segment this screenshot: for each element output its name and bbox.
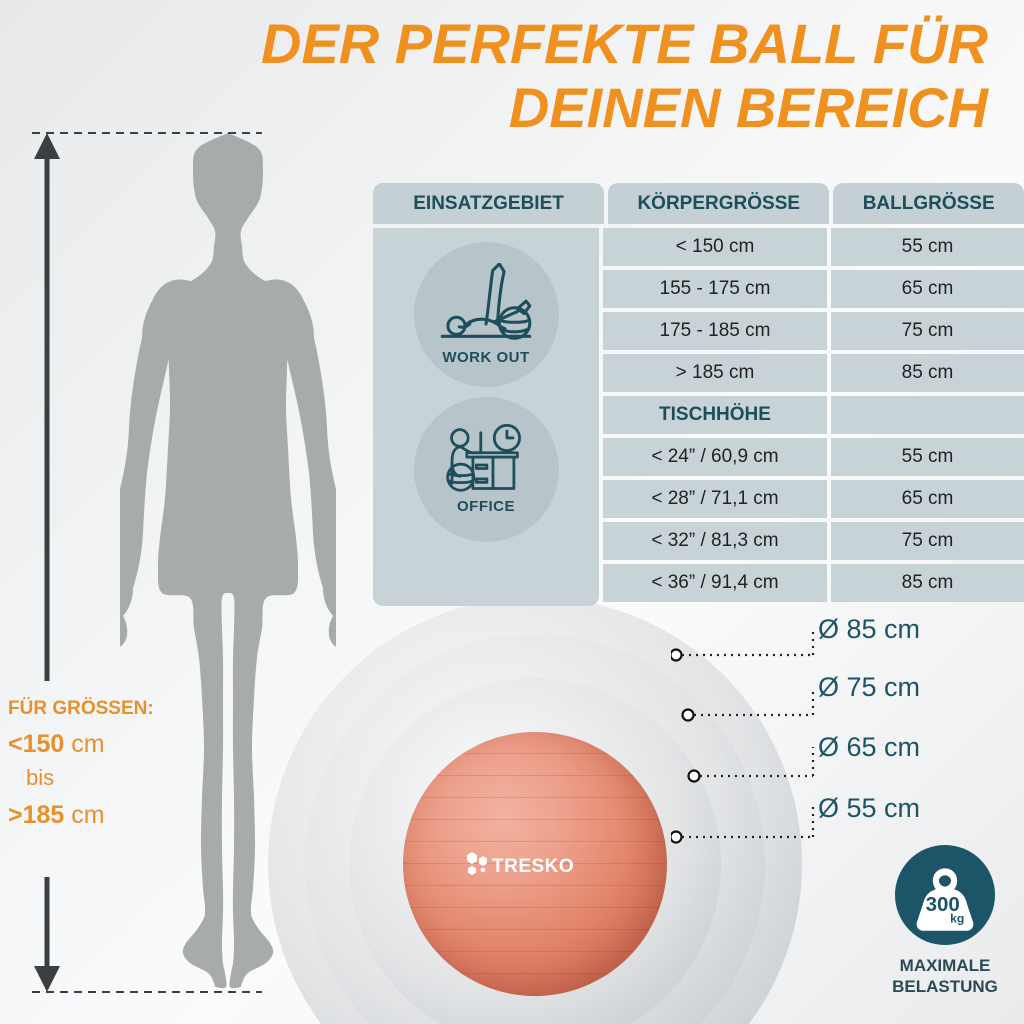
svg-text:kg: kg: [950, 911, 964, 925]
svg-text:TRESKO: TRESKO: [492, 856, 574, 877]
